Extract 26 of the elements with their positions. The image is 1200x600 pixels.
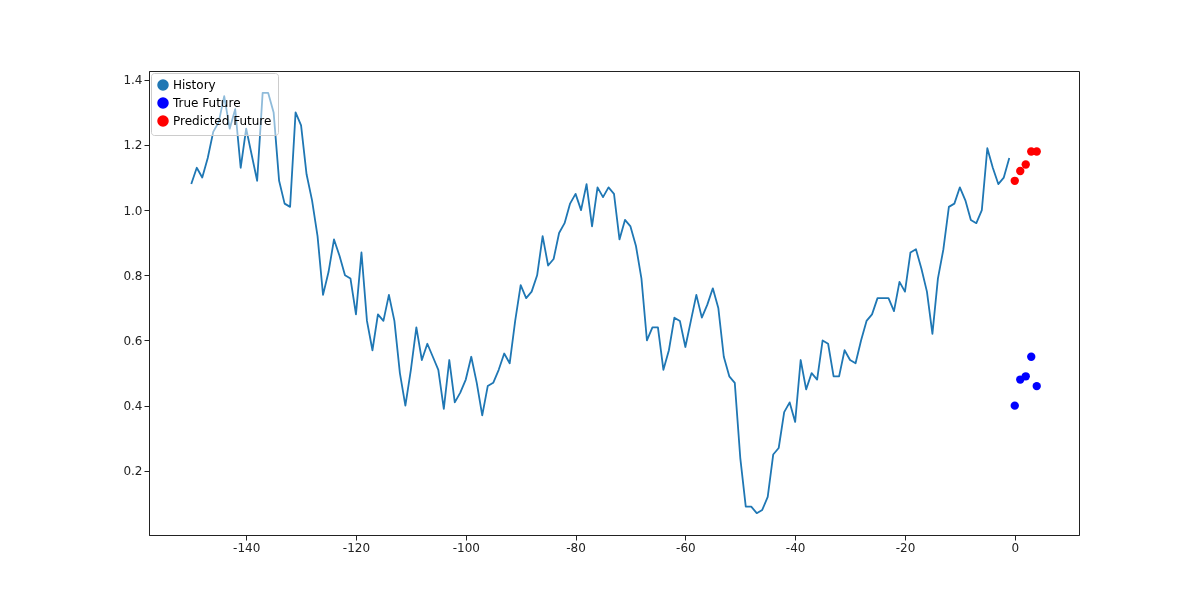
point [1010, 401, 1019, 410]
y-tick-label: 1.4 [123, 73, 143, 88]
legend-label: True Future [172, 96, 241, 110]
x-tick-label: -140 [233, 540, 261, 555]
y-tick-label: 0.8 [123, 268, 143, 283]
point [1032, 147, 1041, 156]
y-tick-label: 0.4 [123, 399, 143, 414]
x-tick-label: -120 [342, 540, 371, 555]
point [1032, 381, 1041, 391]
legend-label: Predicted Future [173, 114, 272, 128]
y-tick-label: 0.6 [123, 333, 143, 348]
y-tick-label: 1.0 [123, 203, 143, 218]
y-tick-label: 1.2 [123, 138, 143, 153]
point [1016, 166, 1025, 176]
point [1010, 176, 1019, 185]
point [1021, 160, 1030, 169]
x-tick-label: 0 [1011, 540, 1020, 555]
legend-label: History [173, 78, 216, 92]
y-tick-label: 0.2 [123, 464, 143, 479]
x-tick-label: -60 [676, 540, 696, 555]
x-tick-label: -100 [452, 540, 480, 555]
x-tick-label: -80 [566, 540, 586, 555]
x-tick-label: -40 [785, 540, 806, 555]
x-tick-label: -20 [895, 540, 916, 555]
point [1027, 352, 1036, 361]
point [1021, 372, 1030, 381]
